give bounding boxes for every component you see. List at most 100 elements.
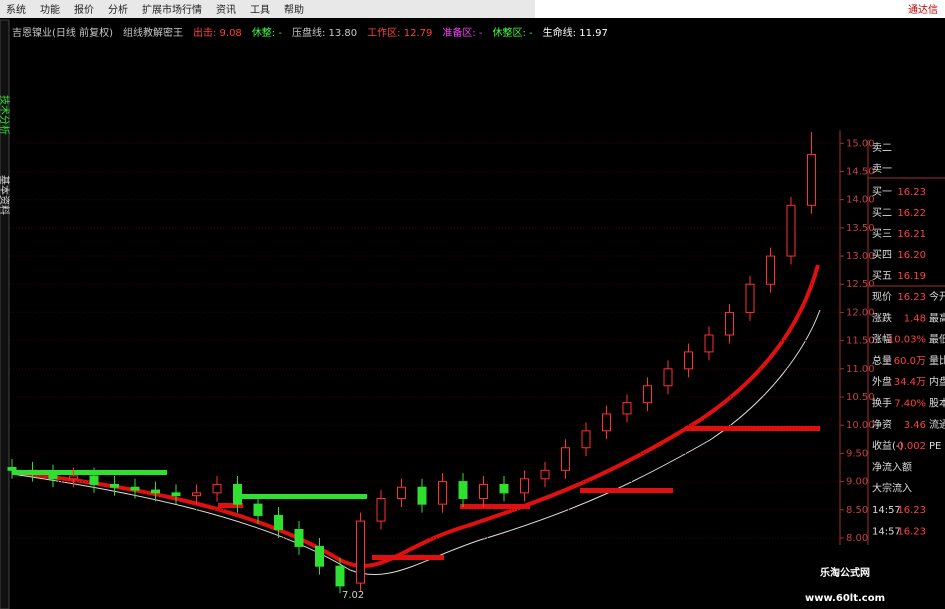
candle-body [192, 492, 201, 497]
quote-label2: 内盘 [929, 375, 945, 388]
y-tick-label: 13.50 [846, 223, 875, 234]
candle-body [520, 478, 529, 494]
quote-label2: 股本 [929, 397, 945, 410]
quote-label: 大宗流入 [872, 482, 912, 495]
candle-body [28, 469, 37, 474]
side-tab[interactable]: 技术分析 [0, 95, 11, 135]
candle-body [335, 565, 345, 587]
candle-body [684, 351, 693, 370]
candle-body [766, 255, 775, 285]
watermark-url: www.60lt.com [805, 593, 885, 604]
quote-label2: 最低 [929, 333, 945, 346]
y-tick-label: 15.00 [846, 138, 875, 149]
candle-body [643, 385, 652, 404]
candle-body [376, 498, 386, 522]
menu-bar [0, 0, 535, 18]
order-price: 16.23 [897, 187, 926, 198]
watermark-box [776, 555, 945, 609]
y-tick-label: 14.00 [846, 195, 875, 206]
quote-value: 16.23 [897, 526, 926, 537]
candle-body [274, 514, 283, 531]
order-label: 买四 [872, 249, 892, 261]
candle-body [581, 430, 591, 449]
zone-bar [580, 488, 673, 493]
indicator-text: 休整区: - [493, 26, 534, 39]
quote-label: 涨跌 [872, 311, 892, 324]
indicator-text: 吉恩镍业(日线 前复权) [12, 26, 113, 39]
y-tick-label: 10.50 [846, 392, 875, 403]
candle-body [499, 483, 509, 494]
candle-body [315, 545, 324, 567]
candle-body [458, 481, 468, 500]
zone-bar [12, 470, 167, 475]
candle-body [663, 368, 673, 387]
quote-value: 10.03% [888, 335, 926, 346]
quote-label2: 最高 [929, 311, 945, 324]
candle-body [294, 529, 304, 547]
y-tick-label: 14.50 [846, 166, 875, 177]
quote-label: 总量 [872, 354, 892, 367]
zone-bar [235, 494, 367, 499]
quote-label2: 流通 [929, 418, 945, 431]
zone-bar [372, 555, 444, 560]
candle-body [110, 483, 119, 488]
watermark-title: 乐淘公式网 [820, 566, 870, 579]
y-tick-label: 12.00 [846, 307, 875, 318]
y-tick-label: 10.00 [846, 420, 875, 431]
y-tick-label: 13.00 [846, 251, 875, 262]
quote-label2: 量比 [929, 355, 945, 367]
indicator-text: 出击: 9.08 [193, 26, 242, 39]
order-price: 16.20 [897, 250, 926, 261]
menu-item[interactable]: 功能 [40, 3, 60, 16]
candle-body [89, 475, 99, 485]
order-label: 买三 [872, 228, 892, 240]
y-tick-label: 9.00 [846, 477, 868, 488]
indicator-text: 组线教解密王 [123, 26, 183, 39]
candle-body [253, 503, 263, 516]
quote-value: 34.4万 [894, 377, 926, 388]
order-label: 买五 [872, 270, 892, 282]
low-label: 7.02 [342, 590, 364, 601]
quote-label: 14:57 [872, 526, 901, 537]
life-line [11, 264, 820, 568]
menu-item[interactable]: 系统 [6, 3, 26, 16]
y-tick-label: 12.50 [846, 279, 875, 290]
order-label: 卖二 [872, 142, 892, 154]
menu-item[interactable]: 资讯 [216, 4, 236, 16]
order-price: 16.21 [897, 229, 926, 240]
y-tick-label: 9.50 [846, 448, 868, 459]
candle-body [233, 483, 242, 505]
candle-body [397, 486, 406, 500]
order-price: 16.22 [897, 208, 926, 219]
candle-body [561, 447, 570, 471]
y-tick-label: 8.50 [846, 505, 868, 516]
order-price: 16.19 [897, 271, 926, 282]
menu-item[interactable]: 工具 [250, 4, 270, 16]
quote-label: 14:57 [872, 505, 901, 516]
menu-item[interactable]: 扩展市场行情 [142, 3, 202, 16]
quote-label: 涨幅 [872, 333, 892, 346]
candle-body [356, 520, 365, 584]
quote-value: 60.0万 [894, 356, 926, 367]
order-label: 卖一 [872, 163, 892, 175]
candle-body [540, 469, 550, 480]
candle-body [745, 283, 755, 313]
y-tick-label: 11.00 [846, 364, 875, 375]
quote-label2: PE [929, 441, 941, 452]
candle-body [602, 413, 611, 432]
candle-body [151, 489, 160, 494]
candle-body [479, 483, 488, 500]
quote-label: 净资 [872, 418, 892, 431]
indicator-text: 压盘线: 13.80 [292, 26, 357, 39]
indicator-text: 工作区: 12.79 [367, 27, 432, 39]
menu-item[interactable]: 报价 [74, 3, 94, 16]
menu-item[interactable]: 帮助 [284, 3, 304, 16]
ma-line [11, 309, 821, 576]
menu-item[interactable]: 分析 [108, 3, 128, 16]
menu-bar-right [535, 0, 945, 18]
quote-label: 外盘 [872, 375, 892, 388]
side-tab[interactable]: 基本资料 [0, 175, 11, 215]
candle-body [7, 466, 17, 471]
